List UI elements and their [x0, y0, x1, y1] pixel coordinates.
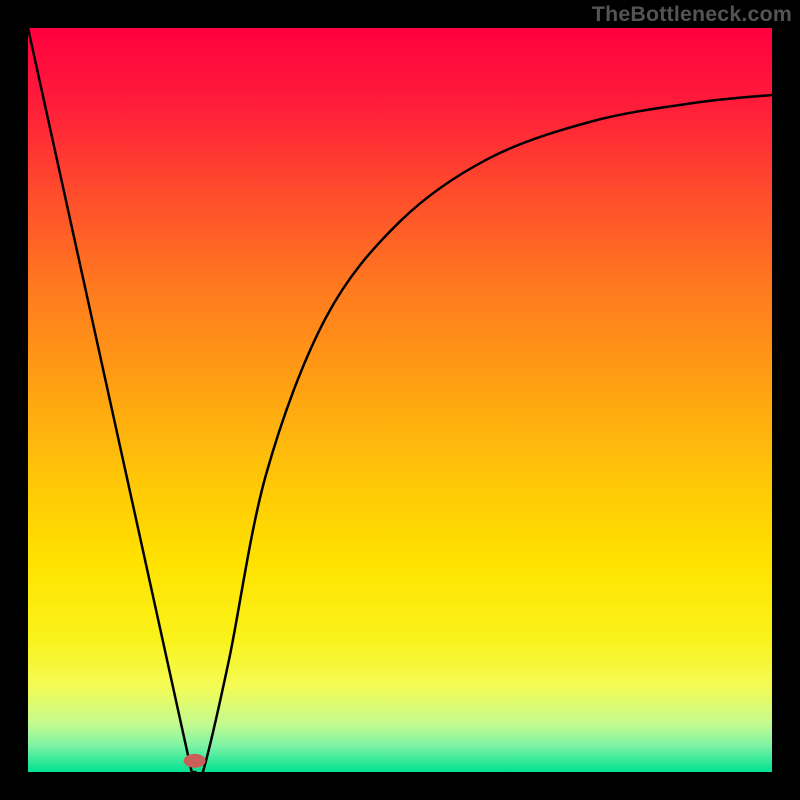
bottleneck-chart: [0, 0, 800, 800]
chart-background: [28, 28, 772, 772]
minimum-marker: [184, 754, 206, 768]
watermark-text: TheBottleneck.com: [592, 2, 792, 27]
